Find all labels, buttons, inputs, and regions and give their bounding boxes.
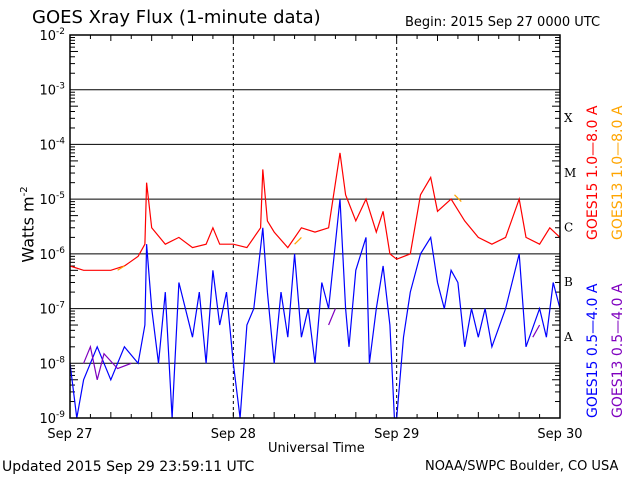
flare-class-label: C — [564, 221, 573, 235]
flare-class-label: M — [564, 166, 576, 180]
x-tick-label: Sep 30 — [537, 427, 582, 442]
flare-class-label: X — [564, 111, 573, 125]
plot-frame — [69, 34, 561, 419]
y-tick-label: 10-3 — [39, 82, 65, 99]
y-tick-label: 10-5 — [39, 191, 65, 208]
series-line-2 — [69, 199, 561, 419]
updated-timestamp: Updated 2015 Sep 29 23:59:11 UTC — [2, 459, 255, 475]
y-tick-label: 10-7 — [39, 301, 65, 318]
flare-class-label: B — [564, 275, 573, 289]
y-tick-label: 10-9 — [39, 410, 65, 427]
legend-entry: GOES13 0.5—4.0 A — [610, 283, 626, 418]
y-tick-label: 10-4 — [39, 136, 65, 153]
legend-entry: GOES13 1.0—8.0 A — [610, 105, 626, 240]
y-tick-label: 10-6 — [39, 246, 65, 263]
x-tick-label: Sep 27 — [47, 427, 92, 442]
series-line-0 — [69, 152, 561, 271]
chart-title: GOES Xray Flux (1-minute data) — [32, 7, 321, 28]
legend-entry: GOES15 0.5—4.0 A — [585, 283, 601, 418]
x-tick-label: Sep 29 — [374, 427, 419, 442]
legend-entry: GOES15 1.0—8.0 A — [585, 105, 601, 240]
y-tick-label: 10-8 — [39, 355, 65, 372]
y-tick-label: 10-2 — [39, 27, 65, 44]
flare-class-label: A — [563, 330, 573, 344]
series-line-3 — [83, 308, 541, 380]
x-axis-label: Universal Time — [268, 441, 365, 456]
x-tick-label: Sep 28 — [211, 427, 256, 442]
credit: NOAA/SWPC Boulder, CO USA — [425, 459, 619, 474]
chart-subtitle: Begin: 2015 Sep 27 0000 UTC — [405, 15, 601, 30]
series-line-1 — [117, 194, 462, 271]
